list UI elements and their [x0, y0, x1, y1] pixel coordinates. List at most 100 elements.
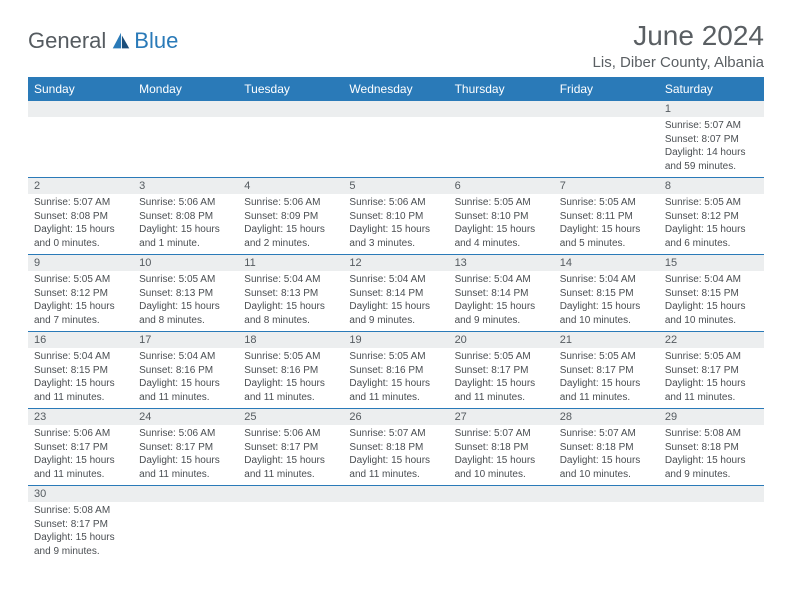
daylight-line: Daylight: 15 hours and 11 minutes.: [455, 377, 548, 404]
calendar-day-cell: [659, 486, 764, 563]
sunset-line: Sunset: 8:12 PM: [665, 210, 758, 224]
daylight-line: Daylight: 15 hours and 11 minutes.: [349, 454, 442, 481]
day-details: [449, 502, 554, 508]
day-number: 13: [449, 255, 554, 271]
sunrise-line: Sunrise: 5:04 AM: [560, 273, 653, 287]
calendar-week-row: 23Sunrise: 5:06 AMSunset: 8:17 PMDayligh…: [28, 409, 764, 486]
sunrise-line: Sunrise: 5:04 AM: [665, 273, 758, 287]
logo-text-blue: Blue: [134, 28, 178, 54]
sunrise-line: Sunrise: 5:06 AM: [349, 196, 442, 210]
sunset-line: Sunset: 8:15 PM: [665, 287, 758, 301]
sunrise-line: Sunrise: 5:05 AM: [665, 350, 758, 364]
day-details: Sunrise: 5:06 AMSunset: 8:17 PMDaylight:…: [133, 425, 238, 485]
sunrise-line: Sunrise: 5:06 AM: [34, 427, 127, 441]
sunrise-line: Sunrise: 5:05 AM: [139, 273, 232, 287]
sunset-line: Sunset: 8:16 PM: [349, 364, 442, 378]
calendar-day-cell: 16Sunrise: 5:04 AMSunset: 8:15 PMDayligh…: [28, 332, 133, 409]
day-details: [133, 117, 238, 123]
sunset-line: Sunset: 8:12 PM: [34, 287, 127, 301]
logo: General Blue: [28, 28, 178, 54]
day-details: Sunrise: 5:05 AMSunset: 8:13 PMDaylight:…: [133, 271, 238, 331]
day-number: 28: [554, 409, 659, 425]
calendar-day-cell: 7Sunrise: 5:05 AMSunset: 8:11 PMDaylight…: [554, 178, 659, 255]
daylight-line: Daylight: 15 hours and 11 minutes.: [34, 377, 127, 404]
daylight-line: Daylight: 15 hours and 9 minutes.: [455, 300, 548, 327]
sunrise-line: Sunrise: 5:08 AM: [665, 427, 758, 441]
sunset-line: Sunset: 8:16 PM: [139, 364, 232, 378]
day-details: [554, 502, 659, 508]
calendar-day-cell: 11Sunrise: 5:04 AMSunset: 8:13 PMDayligh…: [238, 255, 343, 332]
day-details: Sunrise: 5:06 AMSunset: 8:17 PMDaylight:…: [28, 425, 133, 485]
calendar-day-cell: 27Sunrise: 5:07 AMSunset: 8:18 PMDayligh…: [449, 409, 554, 486]
sunset-line: Sunset: 8:10 PM: [349, 210, 442, 224]
day-number: [449, 486, 554, 502]
sunset-line: Sunset: 8:18 PM: [455, 441, 548, 455]
calendar-day-cell: 4Sunrise: 5:06 AMSunset: 8:09 PMDaylight…: [238, 178, 343, 255]
day-details: Sunrise: 5:06 AMSunset: 8:10 PMDaylight:…: [343, 194, 448, 254]
calendar-day-cell: 2Sunrise: 5:07 AMSunset: 8:08 PMDaylight…: [28, 178, 133, 255]
daylight-line: Daylight: 15 hours and 2 minutes.: [244, 223, 337, 250]
sunrise-line: Sunrise: 5:07 AM: [455, 427, 548, 441]
calendar-day-cell: [554, 486, 659, 563]
day-details: Sunrise: 5:04 AMSunset: 8:14 PMDaylight:…: [343, 271, 448, 331]
day-details: Sunrise: 5:04 AMSunset: 8:15 PMDaylight:…: [659, 271, 764, 331]
day-number: 7: [554, 178, 659, 194]
sunset-line: Sunset: 8:17 PM: [139, 441, 232, 455]
calendar-day-cell: 18Sunrise: 5:05 AMSunset: 8:16 PMDayligh…: [238, 332, 343, 409]
sunset-line: Sunset: 8:14 PM: [455, 287, 548, 301]
calendar-week-row: 1Sunrise: 5:07 AMSunset: 8:07 PMDaylight…: [28, 101, 764, 178]
daylight-line: Daylight: 15 hours and 9 minutes.: [349, 300, 442, 327]
weekday-header: Wednesday: [343, 77, 448, 101]
sunrise-line: Sunrise: 5:05 AM: [665, 196, 758, 210]
daylight-line: Daylight: 15 hours and 4 minutes.: [455, 223, 548, 250]
sunrise-line: Sunrise: 5:06 AM: [139, 196, 232, 210]
daylight-line: Daylight: 14 hours and 59 minutes.: [665, 146, 758, 173]
daylight-line: Daylight: 15 hours and 7 minutes.: [34, 300, 127, 327]
day-details: Sunrise: 5:08 AMSunset: 8:18 PMDaylight:…: [659, 425, 764, 485]
day-details: Sunrise: 5:05 AMSunset: 8:12 PMDaylight:…: [659, 194, 764, 254]
sunrise-line: Sunrise: 5:04 AM: [244, 273, 337, 287]
calendar-table: Sunday Monday Tuesday Wednesday Thursday…: [28, 77, 764, 562]
sunrise-line: Sunrise: 5:04 AM: [455, 273, 548, 287]
calendar-day-cell: 12Sunrise: 5:04 AMSunset: 8:14 PMDayligh…: [343, 255, 448, 332]
day-details: Sunrise: 5:05 AMSunset: 8:17 PMDaylight:…: [659, 348, 764, 408]
calendar-day-cell: 28Sunrise: 5:07 AMSunset: 8:18 PMDayligh…: [554, 409, 659, 486]
daylight-line: Daylight: 15 hours and 11 minutes.: [560, 377, 653, 404]
day-details: [343, 117, 448, 123]
day-details: Sunrise: 5:05 AMSunset: 8:12 PMDaylight:…: [28, 271, 133, 331]
day-number: 25: [238, 409, 343, 425]
day-number: 17: [133, 332, 238, 348]
sunset-line: Sunset: 8:15 PM: [34, 364, 127, 378]
day-number: 21: [554, 332, 659, 348]
title-block: June 2024 Lis, Diber County, Albania: [593, 20, 764, 71]
day-number: 10: [133, 255, 238, 271]
day-details: Sunrise: 5:06 AMSunset: 8:17 PMDaylight:…: [238, 425, 343, 485]
daylight-line: Daylight: 15 hours and 6 minutes.: [665, 223, 758, 250]
calendar-day-cell: [133, 101, 238, 178]
sunrise-line: Sunrise: 5:06 AM: [244, 196, 337, 210]
day-number: 30: [28, 486, 133, 502]
daylight-line: Daylight: 15 hours and 1 minute.: [139, 223, 232, 250]
day-number: [554, 101, 659, 117]
day-details: Sunrise: 5:08 AMSunset: 8:17 PMDaylight:…: [28, 502, 133, 562]
calendar-day-cell: [133, 486, 238, 563]
sunrise-line: Sunrise: 5:07 AM: [34, 196, 127, 210]
calendar-week-row: 16Sunrise: 5:04 AMSunset: 8:15 PMDayligh…: [28, 332, 764, 409]
sunset-line: Sunset: 8:07 PM: [665, 133, 758, 147]
calendar-day-cell: [449, 486, 554, 563]
day-details: [238, 117, 343, 123]
calendar-day-cell: [238, 101, 343, 178]
day-details: [343, 502, 448, 508]
day-number: 23: [28, 409, 133, 425]
calendar-day-cell: 9Sunrise: 5:05 AMSunset: 8:12 PMDaylight…: [28, 255, 133, 332]
calendar-day-cell: 1Sunrise: 5:07 AMSunset: 8:07 PMDaylight…: [659, 101, 764, 178]
sunset-line: Sunset: 8:16 PM: [244, 364, 337, 378]
sunrise-line: Sunrise: 5:05 AM: [244, 350, 337, 364]
daylight-line: Daylight: 15 hours and 11 minutes.: [139, 454, 232, 481]
day-number: 14: [554, 255, 659, 271]
day-details: Sunrise: 5:07 AMSunset: 8:07 PMDaylight:…: [659, 117, 764, 177]
sunrise-line: Sunrise: 5:04 AM: [139, 350, 232, 364]
day-number: 20: [449, 332, 554, 348]
day-details: Sunrise: 5:05 AMSunset: 8:17 PMDaylight:…: [554, 348, 659, 408]
sunset-line: Sunset: 8:08 PM: [139, 210, 232, 224]
